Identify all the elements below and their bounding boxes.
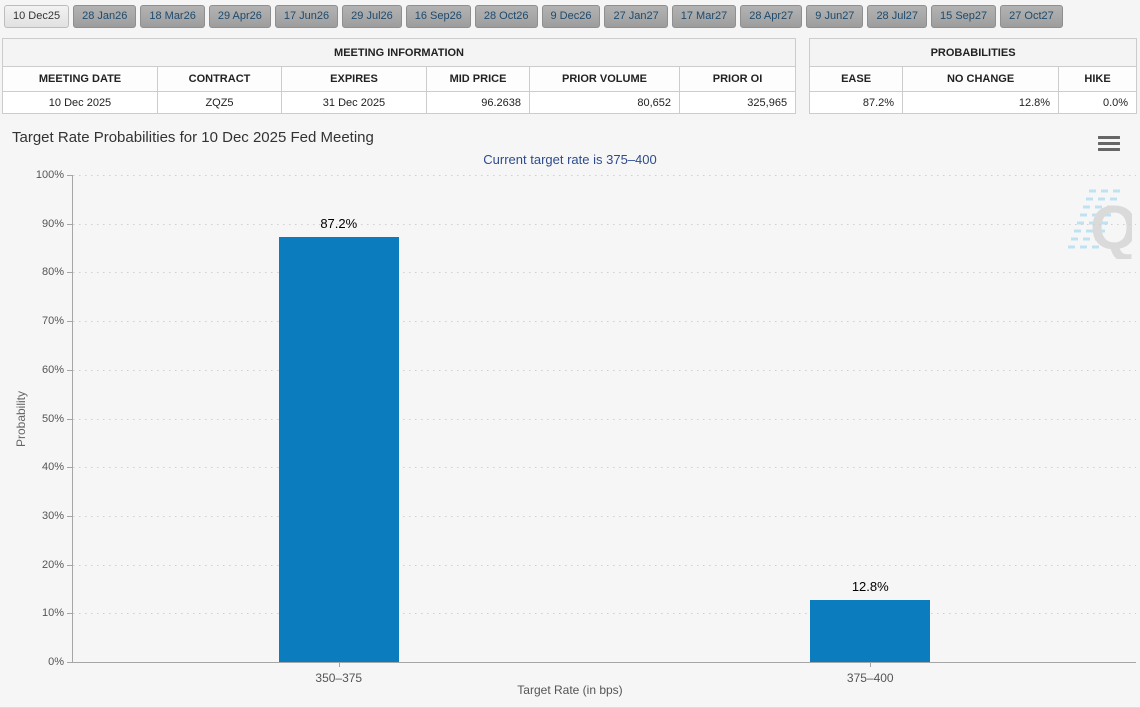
meeting-tab-29-jul26[interactable]: 29 Jul26 bbox=[342, 5, 402, 28]
bar-data-label: 12.8% bbox=[851, 578, 889, 594]
probability-column-header: EASE bbox=[809, 66, 904, 92]
y-gridline bbox=[73, 564, 1136, 566]
meeting-tab-28-jul27[interactable]: 28 Jul27 bbox=[867, 5, 928, 28]
y-axis-tick-mark bbox=[67, 564, 73, 566]
meeting-tab-9-dec26[interactable]: 9 Dec26 bbox=[541, 5, 601, 28]
meeting-tab-15-sep27[interactable]: 15 Sep27 bbox=[931, 5, 997, 28]
quikstrike-watermark-icon: Q bbox=[1054, 181, 1138, 263]
meeting-tab-28-oct26[interactable]: 28 Oct26 bbox=[474, 5, 538, 28]
meeting-information-table: MEETING INFORMATION MEETING DATE CONTRACT… bbox=[1, 38, 797, 114]
y-axis-tick-mark bbox=[67, 369, 73, 371]
meeting-information-row: 10 Dec 2025 ZQZ5 31 Dec 2025 96.2638 80,652 3… bbox=[2, 91, 797, 114]
y-axis-tick-mark bbox=[67, 613, 73, 615]
meeting-tab-27-oct27[interactable]: 27 Oct27 bbox=[1000, 5, 1063, 28]
x-axis-category-label: 375–400 bbox=[846, 671, 894, 685]
meeting-tab-10-dec25[interactable]: 10 Dec25 bbox=[4, 5, 70, 28]
meeting-tab-17-mar27[interactable]: 17 Mar27 bbox=[671, 5, 737, 28]
meeting-information-title: MEETING INFORMATION bbox=[1, 38, 797, 67]
y-axis-tick-mark bbox=[67, 272, 73, 274]
plot-area: Probability Q 0% 10% 20% 30% 40% bbox=[14, 169, 1138, 685]
hamburger-icon-bar bbox=[1098, 147, 1120, 151]
y-gridline bbox=[73, 321, 1136, 323]
meeting-column-header: CONTRACT bbox=[157, 66, 282, 92]
target-rate-probability-chart: Target Rate Probabilities for 10 Dec 202… bbox=[0, 120, 1140, 708]
y-gridline bbox=[73, 515, 1136, 517]
meeting-cell: 96.2638 bbox=[426, 91, 530, 114]
meeting-tab-28-apr27[interactable]: 28 Apr27 bbox=[740, 5, 803, 28]
probability-bar-350–375[interactable] bbox=[278, 237, 399, 662]
y-axis-tick-mark bbox=[67, 467, 73, 469]
hamburger-icon-bar bbox=[1098, 141, 1120, 145]
probabilities-row: 87.2% 12.8% 0.0% bbox=[809, 91, 1138, 114]
y-axis-tick-label: 50% bbox=[41, 412, 64, 425]
y-axis-tick-mark bbox=[67, 515, 73, 517]
meeting-column-header: PRIOR OI bbox=[678, 66, 797, 92]
y-axis-tick-mark bbox=[67, 418, 73, 420]
meeting-tab-28-jan26[interactable]: 28 Jan26 bbox=[73, 5, 137, 28]
y-axis-tick-label: 100% bbox=[35, 169, 64, 181]
bar-data-label: 87.2% bbox=[320, 216, 358, 232]
probability-cell: 87.2% bbox=[809, 91, 904, 114]
meeting-tab-29-apr26[interactable]: 29 Apr26 bbox=[208, 5, 271, 28]
y-axis-tick-label: 80% bbox=[41, 266, 64, 279]
y-gridline bbox=[73, 175, 1136, 176]
meeting-cell: 325,965 bbox=[678, 91, 797, 114]
watermark-letter: Q bbox=[1090, 194, 1132, 259]
y-gridline bbox=[73, 223, 1136, 225]
y-axis-tick-label: 0% bbox=[48, 656, 64, 668]
meeting-cell: 10 Dec 2025 bbox=[2, 91, 158, 114]
chart-subtitle: Current target rate is 375–400 bbox=[483, 152, 657, 167]
meeting-cell: ZQZ5 bbox=[157, 91, 282, 114]
meeting-column-header: EXPIRES bbox=[281, 66, 427, 92]
chart-export-menu-icon[interactable] bbox=[1096, 131, 1124, 156]
probability-column-header: HIKE bbox=[1058, 66, 1138, 92]
probability-bar-375–400[interactable] bbox=[810, 599, 931, 662]
y-axis-tick-label: 40% bbox=[41, 461, 64, 474]
y-axis-tick-mark bbox=[67, 223, 73, 225]
y-axis-tick-mark bbox=[67, 175, 73, 176]
probabilities-table: PROBABILITIES EASE NO CHANGE HIKE 87.2% 12.… bbox=[809, 38, 1138, 114]
y-axis-tick-label: 10% bbox=[41, 607, 64, 620]
y-axis-tick-mark bbox=[67, 321, 73, 323]
meeting-tab-17-jun26[interactable]: 17 Jun26 bbox=[274, 5, 339, 28]
x-axis-category-label: 350–375 bbox=[315, 671, 363, 685]
y-gridline bbox=[73, 369, 1136, 371]
meeting-cell: 31 Dec 2025 bbox=[281, 91, 427, 114]
x-axis-tick-mark bbox=[870, 662, 872, 667]
meeting-cell: 80,652 bbox=[529, 91, 680, 114]
y-gridline bbox=[73, 418, 1136, 420]
y-axis-title: Probability bbox=[14, 390, 28, 447]
y-axis-tick-label: 30% bbox=[41, 509, 64, 522]
meeting-date-tab-bar: 10 Dec25 28 Jan26 18 Mar26 29 Apr26 17 Jun26… bbox=[0, 0, 1140, 28]
hamburger-icon-bar bbox=[1098, 135, 1120, 139]
chart-title: Target Rate Probabilities for 10 Dec 202… bbox=[12, 129, 374, 146]
y-gridline bbox=[73, 272, 1136, 274]
probability-cell: 0.0% bbox=[1058, 91, 1138, 114]
y-axis-tick-mark bbox=[67, 662, 73, 663]
y-axis-tick-label: 90% bbox=[41, 217, 64, 230]
x-axis-title: Target Rate (in bps) bbox=[517, 683, 623, 697]
y-gridline bbox=[73, 467, 1136, 469]
meeting-tab-9-jun27[interactable]: 9 Jun27 bbox=[806, 5, 864, 28]
meeting-tab-16-sep26[interactable]: 16 Sep26 bbox=[405, 5, 471, 28]
y-gridline bbox=[73, 613, 1136, 615]
probability-column-header: NO CHANGE bbox=[902, 66, 1060, 92]
y-axis-tick-label: 70% bbox=[41, 315, 64, 328]
y-axis-tick-label: 60% bbox=[41, 363, 64, 376]
probabilities-title: PROBABILITIES bbox=[809, 38, 1138, 67]
meeting-column-header: MEETING DATE bbox=[2, 66, 158, 92]
meeting-column-header: MID PRICE bbox=[426, 66, 530, 92]
probability-cell: 12.8% bbox=[902, 91, 1060, 114]
y-axis-tick-label: 20% bbox=[41, 558, 64, 571]
summary-tables-row: MEETING INFORMATION MEETING DATE CONTRACT… bbox=[1, 38, 1138, 114]
x-axis-tick-mark bbox=[338, 662, 340, 667]
meeting-tab-27-jan27[interactable]: 27 Jan27 bbox=[604, 5, 668, 28]
meeting-tab-18-mar26[interactable]: 18 Mar26 bbox=[140, 5, 205, 28]
meeting-column-header: PRIOR VOLUME bbox=[529, 66, 680, 92]
